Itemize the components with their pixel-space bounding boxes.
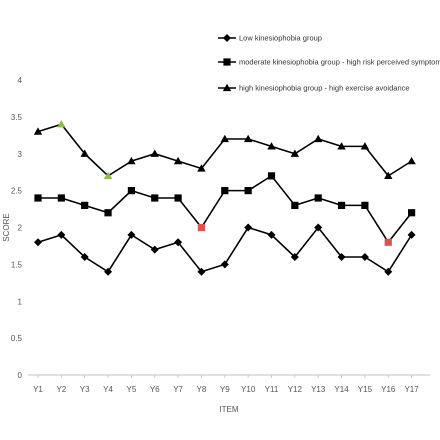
- data-point: [314, 194, 322, 202]
- data-point: [267, 172, 276, 180]
- data-point: [384, 238, 392, 246]
- legend: Low kinesiophobia group moderate kinesiop…: [218, 34, 440, 93]
- data-point: [173, 156, 183, 165]
- legend-entry: high kinesiophobia group - high exercise…: [218, 84, 410, 93]
- legend-label: high kinesiophobia group - high exercise…: [239, 84, 410, 93]
- data-point: [34, 194, 42, 202]
- data-point: [57, 120, 66, 128]
- data-point: [104, 267, 113, 276]
- data-point: [408, 209, 416, 217]
- x-tick-label: Y9: [220, 385, 230, 394]
- data-point: [220, 260, 229, 269]
- x-tick-label: Y3: [80, 385, 90, 394]
- data-point: [127, 156, 136, 165]
- legend-entry: Low kinesiophobia group: [218, 34, 322, 43]
- x-tick-label: Y10: [241, 385, 256, 394]
- x-tick-label: Y1: [33, 385, 43, 394]
- data-point: [174, 194, 182, 202]
- data-point: [244, 223, 253, 232]
- data-point: [220, 134, 229, 143]
- data-point: [221, 187, 229, 195]
- x-tick-label: Y16: [381, 385, 396, 394]
- x-tick-label: Y4: [103, 385, 113, 394]
- data-point: [290, 149, 300, 157]
- legend-marker: [222, 83, 232, 92]
- series-2: [34, 172, 416, 246]
- data-point: [290, 253, 299, 261]
- y-axis: 0 0.5 1 1.5 2 2.5 3 3.5 4: [11, 76, 23, 380]
- data-point: [384, 267, 393, 276]
- data-point: [407, 156, 416, 165]
- y-tick-label: 0.5: [11, 334, 23, 343]
- series-line: [37, 123, 413, 177]
- y-tick-label: 0: [18, 371, 23, 380]
- x-tick-label: Y14: [334, 385, 349, 394]
- data-point: [150, 245, 159, 254]
- legend-label: Low kinesiophobia group: [239, 34, 322, 43]
- y-tick-label: 2: [18, 224, 23, 233]
- data-point: [361, 201, 369, 209]
- data-point: [33, 127, 43, 135]
- data-point: [34, 238, 42, 247]
- series-line: [38, 174, 413, 244]
- legend-entry: moderate kinesiophobia group - high risk…: [218, 58, 440, 67]
- data-point: [81, 201, 89, 209]
- data-point: [151, 194, 159, 202]
- data-point: [57, 230, 66, 239]
- data-point: [57, 194, 65, 202]
- x-tick-label: Y11: [265, 385, 279, 394]
- x-tick-label: Y13: [311, 385, 326, 394]
- data-point: [337, 142, 346, 150]
- x-tick-label: Y7: [173, 385, 183, 394]
- x-tick-label: Y2: [56, 385, 66, 394]
- x-tick-label: Y17: [404, 385, 419, 394]
- data-point: [267, 142, 276, 150]
- y-tick-label: 3.5: [11, 113, 23, 122]
- data-point: [360, 142, 370, 150]
- data-point: [337, 253, 346, 261]
- x-axis-title: ITEM: [219, 405, 238, 414]
- data-point: [103, 171, 113, 180]
- data-point: [127, 187, 135, 195]
- data-point: [314, 134, 323, 143]
- x-axis: Y1 Y2 Y3 Y4 Y5 Y6 Y7 Y8 Y9 Y10 Y11 Y12 Y13 Y14 Y15 Y16 Y…: [28, 374, 430, 394]
- data-point: [174, 238, 183, 247]
- y-tick-label: 2.5: [11, 187, 23, 196]
- data-point: [291, 201, 299, 209]
- x-tick-label: Y12: [288, 385, 303, 394]
- y-tick-label: 3: [18, 150, 23, 159]
- y-tick-label: 4: [18, 76, 23, 85]
- data-point: [127, 230, 136, 239]
- y-tick-label: 1: [18, 297, 23, 306]
- data-point: [80, 253, 89, 261]
- data-point: [150, 149, 159, 157]
- data-point: [337, 201, 346, 209]
- data-point: [197, 267, 206, 276]
- data-point: [244, 187, 252, 195]
- data-point: [197, 164, 206, 172]
- data-point: [384, 171, 393, 180]
- x-tick-label: Y5: [127, 385, 137, 394]
- legend-marker: [223, 34, 231, 42]
- x-tick-label: Y6: [150, 385, 160, 394]
- y-tick-label: 1.5: [11, 260, 23, 269]
- series-3: [33, 120, 416, 180]
- data-point: [104, 209, 112, 217]
- data-point: [197, 223, 206, 232]
- data-point: [243, 134, 253, 143]
- data-point: [80, 149, 89, 157]
- x-tick-label: Y15: [358, 385, 373, 394]
- legend-marker: [223, 58, 231, 66]
- data-point: [267, 230, 276, 239]
- data-point: [314, 223, 323, 232]
- legend-label: moderate kinesiophobia group - high risk…: [239, 58, 440, 67]
- data-point: [360, 253, 369, 261]
- series-layer: [33, 120, 416, 276]
- series-1: [34, 223, 416, 276]
- y-axis-title: SCORE: [2, 213, 11, 241]
- x-tick-label: Y8: [197, 385, 207, 394]
- data-point: [407, 230, 416, 239]
